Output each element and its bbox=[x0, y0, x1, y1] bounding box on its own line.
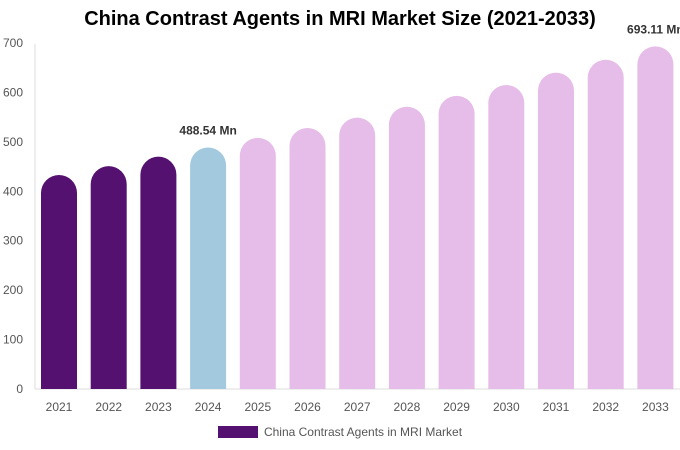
x-tick-label: 2030 bbox=[493, 400, 520, 414]
bar-2025 bbox=[239, 137, 276, 389]
bar-chart: 0 100 200 300 400 500 600 700 2021 2022 2023 2024 48… bbox=[3, 22, 680, 414]
x-tick-label: 2032 bbox=[592, 400, 619, 414]
y-tick-label: 300 bbox=[3, 234, 23, 248]
bar-2031 bbox=[538, 72, 574, 390]
x-tick-label: 2023 bbox=[145, 400, 172, 414]
bar-2022 bbox=[90, 166, 127, 389]
x-tick-label: 2026 bbox=[294, 400, 321, 414]
x-tick-label: 2022 bbox=[95, 400, 122, 414]
x-tick-label: 2021 bbox=[46, 400, 73, 414]
x-tick-label: 2029 bbox=[443, 400, 470, 414]
x-tick-label: 2025 bbox=[244, 400, 271, 414]
y-tick-label: 400 bbox=[3, 184, 23, 198]
legend-label: China Contrast Agents in MRI Market bbox=[263, 425, 463, 439]
y-tick-label: 0 bbox=[16, 382, 23, 396]
bar-2030 bbox=[488, 85, 525, 389]
legend: China Contrast Agents in MRI Market bbox=[0, 425, 680, 439]
legend-swatch bbox=[217, 426, 258, 438]
y-tick-label: 100 bbox=[3, 333, 23, 347]
bar-2028 bbox=[388, 106, 425, 390]
bar-2027 bbox=[339, 117, 376, 389]
x-tick-label: 2024 bbox=[195, 400, 222, 414]
y-tick-label: 600 bbox=[3, 85, 23, 99]
bar-2023 bbox=[140, 156, 177, 389]
data-label-2024: 488.54 Mn bbox=[179, 124, 236, 138]
bar-2033 bbox=[637, 46, 674, 389]
bar-2032 bbox=[587, 59, 624, 389]
bar-2026 bbox=[289, 128, 326, 389]
data-label-2033: 693.11 Mn bbox=[627, 22, 680, 36]
y-tick-label: 200 bbox=[3, 283, 23, 297]
y-tick-label: 700 bbox=[3, 36, 23, 50]
bar-2021 bbox=[41, 174, 77, 389]
chart-title: China Contrast Agents in MRI Market Size… bbox=[84, 8, 596, 30]
x-tick-label: 2033 bbox=[642, 400, 669, 414]
x-tick-label: 2027 bbox=[344, 400, 371, 414]
y-tick-label: 500 bbox=[3, 135, 23, 149]
bar-2029 bbox=[438, 95, 475, 389]
bar-2024 bbox=[190, 147, 227, 389]
x-tick-label: 2031 bbox=[543, 400, 570, 414]
x-tick-label: 2028 bbox=[394, 400, 421, 414]
